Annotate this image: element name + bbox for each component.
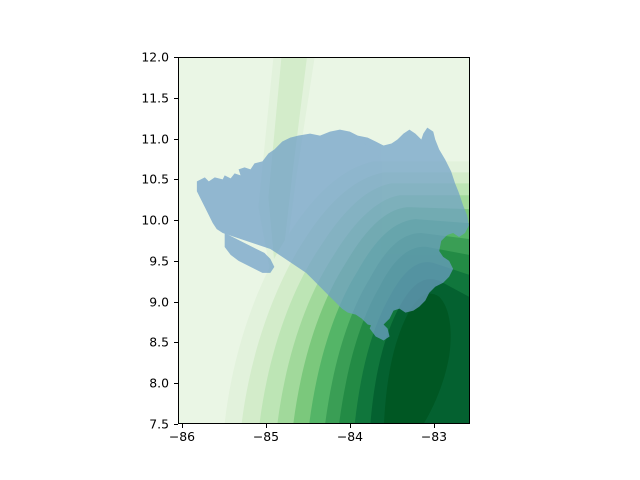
plot-axes: [178, 57, 470, 424]
ytick-label-1: 8.0: [149, 375, 169, 391]
contour-plot-svg: [179, 58, 469, 423]
xtick-mark-3: [434, 424, 436, 428]
ytick-label-9: 12.0: [141, 49, 169, 65]
xtick-mark-2: [350, 424, 352, 428]
ytick-mark-8: [174, 97, 178, 99]
ytick-mark-3: [174, 301, 178, 303]
ytick-mark-7: [174, 138, 178, 140]
ytick-mark-6: [174, 179, 178, 181]
ytick-mark-0: [174, 424, 178, 426]
ytick-mark-9: [174, 57, 178, 59]
ytick-mark-4: [174, 260, 178, 262]
ytick-label-0: 7.5: [149, 416, 169, 432]
ytick-mark-5: [174, 220, 178, 222]
ytick-mark-2: [174, 342, 178, 344]
xtick-label-1: −85: [252, 429, 280, 444]
ytick-label-7: 11.0: [141, 131, 169, 147]
ytick-label-2: 8.5: [149, 334, 169, 350]
contour-band-level-11-peak: [384, 293, 451, 423]
xtick-mark-0: [182, 424, 184, 428]
ytick-label-6: 10.5: [141, 171, 169, 187]
ytick-label-3: 9.0: [149, 294, 169, 310]
ytick-label-4: 9.5: [149, 253, 169, 269]
xtick-label-0: −86: [168, 429, 196, 444]
ytick-label-5: 10.0: [141, 212, 169, 228]
costa-rica-country-polygon: [196, 127, 469, 341]
xtick-mark-1: [266, 424, 268, 428]
ytick-mark-1: [174, 383, 178, 385]
ytick-label-8: 11.5: [141, 90, 169, 106]
xtick-label-3: −83: [420, 429, 448, 444]
xtick-label-2: −84: [336, 429, 364, 444]
